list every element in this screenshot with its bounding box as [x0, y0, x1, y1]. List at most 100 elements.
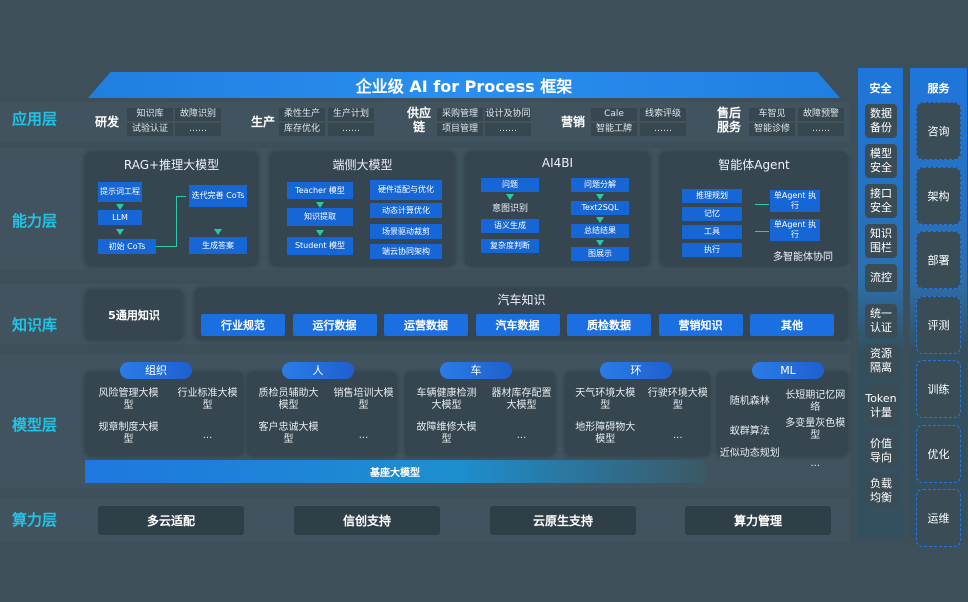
knowledge-item[interactable]: 其他 [750, 314, 834, 336]
multi-agent-label: 多智能体协同 [773, 252, 833, 263]
card-rag: RAG+推理大模型 提示词工程 LLM 初始 CoTs 迭代完善 CoTs 生成… [85, 152, 258, 266]
knowledge-item[interactable]: 运行数据 [292, 314, 377, 336]
base-model-label: 基座大模型 [370, 468, 420, 479]
compute-item[interactable]: 多云适配 [98, 506, 244, 535]
model-item: 长短期记忆网络 [785, 390, 846, 413]
arrow-down-icon [596, 217, 604, 223]
service-item[interactable]: 评测 [916, 295, 961, 354]
app-item: 智能工牌 [591, 123, 637, 136]
service-item[interactable]: 部署 [916, 231, 961, 289]
model-item: ... [810, 458, 821, 469]
arrow-down-icon [596, 240, 604, 246]
card-title: 端侧大模型 [332, 158, 393, 172]
box-complexity: 复杂度判断 [481, 239, 539, 253]
knowledge-item[interactable]: 汽车数据 [475, 314, 560, 336]
box-student: Student 模型 [287, 237, 353, 255]
layer-label-ability: 能力层 [12, 212, 58, 230]
box-semantic: 语义生成 [481, 219, 539, 233]
app-item: Cale [591, 108, 637, 121]
app-item: …… [175, 123, 221, 136]
security-item[interactable]: 知识围栏 [865, 224, 897, 258]
box-initial-cots: 初始 CoTs [98, 239, 156, 254]
box-teacher: Teacher 模型 [287, 182, 353, 199]
box-knowledge-extract: 知识提取 [287, 208, 353, 226]
layer-label-model: 模型层 [12, 416, 58, 434]
security-column: 安全 数据备份模型安全接口安全知识围栏流控统一认证资源隔离 Token计量价值导向… [858, 68, 903, 538]
arrow-down-icon [506, 194, 514, 200]
model-item: 行驶环境大模型 [647, 388, 708, 411]
model-tag: 组织 [120, 362, 192, 379]
security-item[interactable]: Token计量 [865, 384, 897, 428]
security-item[interactable]: 资源隔离 [865, 344, 897, 378]
model-card [85, 372, 243, 456]
model-item: ... [516, 430, 527, 441]
security-item[interactable]: 流控 [865, 264, 897, 292]
card-ai4bi: AI4BI 问题 意图识别 语义生成 复杂度判断 问题分解 Text2SQL 总… [465, 152, 650, 266]
security-item[interactable]: 价值导向 [865, 434, 897, 468]
knowledge-item[interactable]: 营销知识 [658, 314, 743, 336]
box-chart: 图展示 [571, 247, 629, 261]
compute-item[interactable]: 信创支持 [294, 506, 440, 535]
model-item: 客户忠诚大模型 [258, 422, 319, 445]
box-edge-cloud: 端云协同架构 [370, 244, 442, 259]
compute-item[interactable]: 云原生支持 [490, 506, 636, 535]
model-item: 车辆健康检测大模型 [416, 388, 477, 411]
model-item: 质检员辅助大模型 [258, 388, 319, 411]
arrow-down-icon [316, 202, 324, 208]
security-item[interactable]: 数据备份 [865, 104, 897, 138]
connector-line [176, 196, 177, 247]
card-agent: 智能体Agent 推理规划 记忆 工具 执行 单Agent 执行 单Agent … [660, 152, 848, 266]
knowledge-item[interactable]: 运营数据 [384, 314, 468, 336]
app-item: 项目管理 [437, 123, 483, 136]
box-agent-exec-2: 单Agent 执行 [770, 219, 820, 241]
box-decompose: 问题分解 [571, 178, 629, 192]
security-item[interactable]: 模型安全 [865, 144, 897, 178]
model-item: 规章制度大模型 [98, 422, 159, 445]
arrow-down-icon [214, 229, 222, 235]
box-prompt: 提示词工程 [98, 182, 142, 202]
service-item[interactable]: 运维 [916, 489, 961, 547]
connector-line [755, 204, 769, 232]
service-item[interactable]: 咨询 [916, 102, 961, 160]
box-llm: LLM [98, 210, 142, 225]
app-item: 故障预警 [798, 108, 844, 121]
page-title: 企业级 AI for Process 框架 [355, 77, 573, 96]
service-item[interactable]: 优化 [916, 424, 961, 483]
base-model-bar: 基座大模型 [85, 460, 705, 483]
knowledge-item[interactable]: 质检数据 [567, 314, 651, 336]
box-summary: 总结结果 [571, 224, 629, 238]
arrow-down-icon [596, 194, 604, 200]
security-item[interactable]: 负载均衡 [865, 474, 897, 508]
layer-label-compute: 算力层 [12, 511, 58, 529]
card-title: 汽车知识 [497, 293, 546, 307]
security-item[interactable]: 统一认证 [865, 304, 897, 338]
knowledge-item[interactable]: 行业规范 [201, 314, 285, 336]
service-item[interactable]: 架构 [916, 166, 961, 225]
model-item: 多变量灰色模型 [785, 418, 846, 441]
app-item: 采购管理 [437, 108, 483, 121]
layer-label-app: 应用层 [12, 110, 58, 128]
compute-item[interactable]: 算力管理 [685, 506, 831, 535]
card-title: AI4BI [541, 156, 574, 170]
model-card [247, 372, 397, 456]
app-item: 库存优化 [279, 123, 325, 136]
app-category: 营销 [560, 115, 585, 129]
card-title: 智能体Agent [718, 158, 790, 172]
app-item: 故障识别 [175, 108, 221, 121]
model-item: 器材库存配置大模型 [491, 388, 552, 411]
title-banner: 企业级 AI for Process 框架 [88, 72, 840, 98]
security-item[interactable]: 接口安全 [865, 184, 897, 218]
model-tag: 人 [282, 362, 354, 379]
arrow-down-icon [116, 229, 124, 235]
model-item: ... [202, 430, 213, 441]
box-hw-adapt: 硬件适配与优化 [370, 180, 442, 200]
security-title: 安全 [869, 82, 892, 95]
service-item[interactable]: 训练 [916, 360, 961, 418]
box-agent-exec-1: 单Agent 执行 [770, 190, 820, 212]
app-item: 柔性生产 [279, 108, 325, 121]
app-item: …… [798, 123, 844, 136]
app-category: 售后服务 [716, 106, 741, 134]
layer-label-knowledge: 知识库 [12, 316, 58, 334]
model-item: 销售培训大模型 [333, 388, 394, 411]
app-item: 线索评级 [640, 108, 686, 121]
